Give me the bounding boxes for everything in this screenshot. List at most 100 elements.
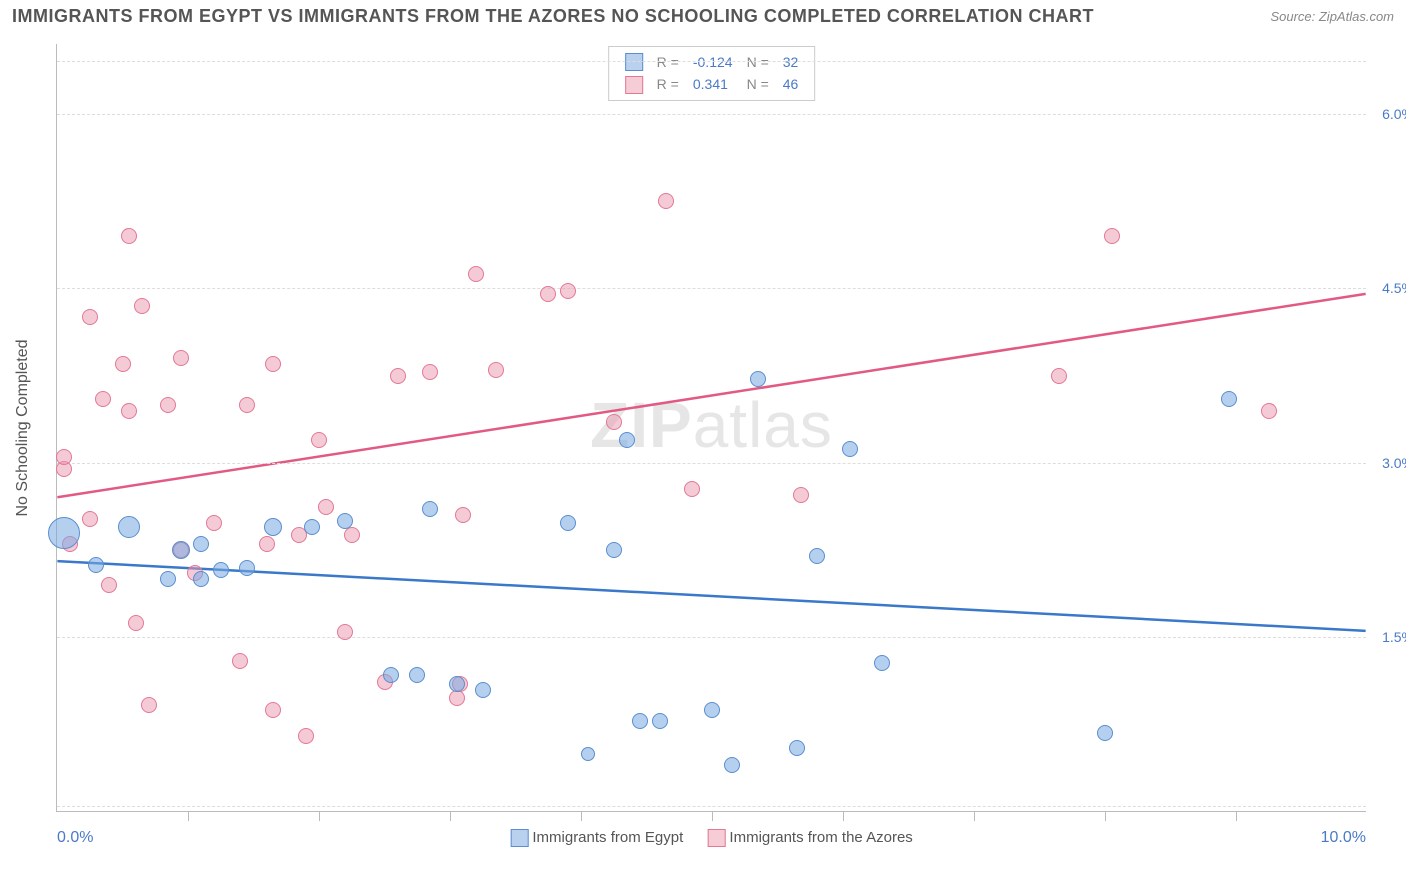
data-point <box>652 713 668 729</box>
swatch-series-1 <box>707 829 725 847</box>
x-axis-min-label: 0.0% <box>57 829 93 847</box>
data-point <box>265 702 281 718</box>
data-point <box>383 667 399 683</box>
data-point <box>88 557 104 573</box>
data-point <box>239 397 255 413</box>
watermark-text: ZIPatlas <box>590 388 833 462</box>
data-point <box>809 548 825 564</box>
data-point <box>842 441 858 457</box>
data-point <box>658 193 674 209</box>
data-point <box>619 432 635 448</box>
y-tick-label: 4.5% <box>1382 280 1406 296</box>
data-point <box>581 747 595 761</box>
data-point <box>724 757 740 773</box>
data-point <box>632 713 648 729</box>
data-point <box>121 228 137 244</box>
data-point <box>82 511 98 527</box>
data-point <box>118 516 140 538</box>
legend-label-series-1: Immigrants from the Azores <box>729 829 912 846</box>
data-point <box>304 519 320 535</box>
data-point <box>232 653 248 669</box>
gridline-h <box>57 637 1366 638</box>
y-tick-label: 1.5% <box>1382 629 1406 645</box>
swatch-series-0 <box>510 829 528 847</box>
x-tick <box>450 811 451 821</box>
stats-row-series-1: R = 0.341 N = 46 <box>619 74 805 94</box>
y-tick-label: 6.0% <box>1382 106 1406 122</box>
x-tick <box>319 811 320 821</box>
gridline-h <box>57 61 1366 62</box>
source-text: Source: ZipAtlas.com <box>1270 9 1394 24</box>
data-point <box>1051 368 1067 384</box>
data-point <box>1261 403 1277 419</box>
data-point <box>259 536 275 552</box>
data-point <box>213 562 229 578</box>
data-point <box>265 356 281 372</box>
data-point <box>193 571 209 587</box>
data-point <box>193 536 209 552</box>
data-point <box>750 371 766 387</box>
data-point <box>344 527 360 543</box>
x-axis-max-label: 10.0% <box>1321 829 1366 847</box>
data-point <box>684 481 700 497</box>
n-label: N = <box>741 74 775 94</box>
data-point <box>793 487 809 503</box>
data-point <box>160 571 176 587</box>
data-point <box>422 501 438 517</box>
data-point <box>134 298 150 314</box>
x-tick <box>188 811 189 821</box>
data-point <box>475 682 491 698</box>
x-tick <box>1236 811 1237 821</box>
legend-item-series-1: Immigrants from the Azores <box>707 829 913 847</box>
data-point <box>95 391 111 407</box>
data-point <box>488 362 504 378</box>
data-point <box>121 403 137 419</box>
data-point <box>48 517 80 549</box>
data-point <box>141 697 157 713</box>
data-point <box>789 740 805 756</box>
data-point <box>606 542 622 558</box>
y-axis-title: No Schooling Completed <box>14 339 32 516</box>
x-tick <box>974 811 975 821</box>
n-value-series-1: 46 <box>777 74 805 94</box>
gridline-h <box>57 288 1366 289</box>
chart-title: IMMIGRANTS FROM EGYPT VS IMMIGRANTS FROM… <box>12 6 1094 27</box>
data-point <box>468 266 484 282</box>
data-point <box>128 615 144 631</box>
data-point <box>704 702 720 718</box>
legend-label-series-0: Immigrants from Egypt <box>532 829 683 846</box>
data-point <box>311 432 327 448</box>
watermark-suffix: atlas <box>693 389 833 461</box>
legend-item-series-0: Immigrants from Egypt <box>510 829 683 847</box>
data-point <box>101 577 117 593</box>
data-point <box>318 499 334 515</box>
scatter-plot: No Schooling Completed ZIPatlas R = -0.1… <box>56 44 1366 812</box>
data-point <box>422 364 438 380</box>
data-point <box>298 728 314 744</box>
data-point <box>337 513 353 529</box>
trend-lines-svg <box>57 44 1366 811</box>
data-point <box>115 356 131 372</box>
data-point <box>337 624 353 640</box>
data-point <box>56 449 72 465</box>
data-point <box>1221 391 1237 407</box>
data-point <box>160 397 176 413</box>
series-legend: Immigrants from Egypt Immigrants from th… <box>510 829 913 847</box>
data-point <box>874 655 890 671</box>
r-label: R = <box>651 74 685 94</box>
x-tick <box>1105 811 1106 821</box>
data-point <box>455 507 471 523</box>
title-bar: IMMIGRANTS FROM EGYPT VS IMMIGRANTS FROM… <box>12 6 1394 27</box>
gridline-h <box>57 806 1366 807</box>
data-point <box>606 414 622 430</box>
gridline-h <box>57 114 1366 115</box>
data-point <box>1104 228 1120 244</box>
data-point <box>449 676 465 692</box>
x-tick <box>712 811 713 821</box>
swatch-series-1 <box>625 76 643 94</box>
trend-line <box>57 294 1365 497</box>
data-point <box>1097 725 1113 741</box>
r-value-series-1: 0.341 <box>687 74 739 94</box>
data-point <box>173 350 189 366</box>
data-point <box>264 518 282 536</box>
